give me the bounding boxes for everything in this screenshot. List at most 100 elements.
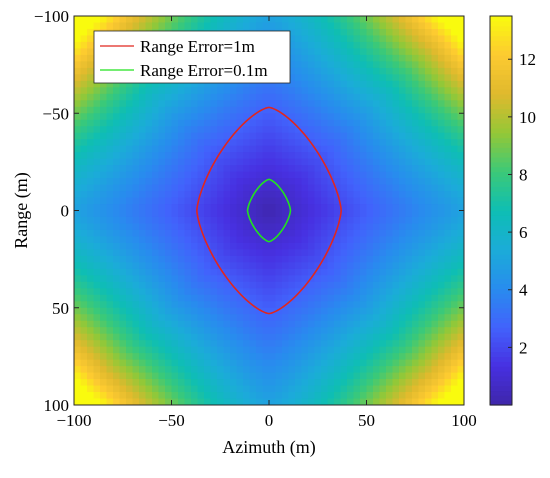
heatmap-cell — [119, 132, 127, 140]
heatmap-cell — [399, 262, 407, 270]
heatmap-cell — [418, 41, 426, 50]
heatmap-cell — [295, 268, 303, 276]
heatmap-cell — [184, 191, 192, 199]
heatmap-cell — [184, 106, 192, 114]
heatmap-cell — [204, 275, 212, 283]
heatmap-cell — [152, 113, 160, 121]
heatmap-cell — [269, 288, 277, 296]
heatmap-cell — [80, 16, 88, 24]
heatmap-cell — [418, 184, 426, 192]
heatmap-cell — [340, 132, 348, 140]
heatmap-cell — [373, 366, 381, 374]
heatmap-cell — [262, 197, 270, 205]
heatmap-cell — [405, 307, 413, 315]
heatmap-cell — [353, 392, 361, 400]
heatmap-cell — [145, 113, 153, 121]
heatmap-cell — [152, 346, 160, 354]
heatmap-cell — [295, 152, 303, 160]
heatmap-cell — [132, 184, 140, 192]
heatmap-cell — [379, 288, 387, 296]
heatmap-cell — [353, 74, 361, 82]
heatmap-cell — [405, 353, 413, 361]
y-tick-label: −50 — [42, 104, 69, 123]
heatmap-cell — [158, 307, 166, 315]
heatmap-cell — [457, 48, 464, 56]
heatmap-cell — [230, 366, 238, 374]
heatmap-cell — [132, 385, 140, 393]
heatmap-cell — [438, 255, 446, 263]
heatmap-cell — [438, 320, 446, 328]
heatmap-cell — [451, 353, 459, 361]
heatmap-cell — [373, 333, 381, 341]
heatmap-cell — [165, 93, 173, 101]
heatmap-cell — [353, 158, 361, 166]
heatmap-cell — [191, 139, 199, 147]
heatmap-cell — [347, 132, 355, 140]
heatmap-cell — [269, 327, 277, 335]
heatmap-cell — [113, 320, 121, 328]
heatmap-cell — [119, 184, 127, 192]
heatmap-cell — [275, 366, 283, 374]
heatmap-cell — [425, 191, 433, 199]
heatmap-cell — [210, 242, 218, 250]
heatmap-cell — [139, 333, 147, 341]
heatmap-cell — [425, 353, 433, 361]
heatmap-cell — [418, 275, 426, 283]
heatmap-cell — [373, 210, 381, 218]
colorbar-segment — [490, 74, 512, 80]
heatmap-cell — [145, 333, 153, 341]
heatmap-cell — [113, 236, 121, 244]
heatmap-cell — [152, 275, 160, 283]
heatmap-cell — [223, 301, 231, 309]
heatmap-cell — [301, 204, 309, 212]
heatmap-cell — [197, 100, 205, 108]
heatmap-cell — [152, 132, 160, 140]
heatmap-cell — [288, 223, 296, 231]
y-axis-label: Range (m) — [11, 172, 32, 248]
heatmap-cell — [444, 242, 452, 250]
heatmap-cell — [347, 268, 355, 276]
heatmap-cell — [262, 93, 270, 101]
heatmap-cell — [451, 216, 459, 225]
heatmap-cell — [256, 210, 264, 218]
heatmap-cell — [353, 113, 361, 121]
heatmap-cell — [145, 359, 153, 367]
heatmap-cell — [321, 359, 329, 367]
heatmap-cell — [295, 35, 303, 43]
legend: Range Error=1m Range Error=0.1m — [93, 30, 291, 84]
heatmap-cell — [282, 152, 290, 160]
heatmap-cell — [165, 307, 173, 315]
heatmap-cell — [106, 249, 114, 257]
heatmap-cell — [249, 346, 257, 354]
heatmap-cell — [366, 229, 374, 238]
heatmap-cell — [132, 106, 140, 114]
heatmap-cell — [295, 178, 303, 186]
heatmap-cell — [230, 346, 238, 354]
heatmap-cell — [295, 333, 303, 341]
heatmap-cell — [236, 100, 244, 108]
heatmap-cell — [74, 204, 82, 212]
heatmap-cell — [340, 61, 348, 69]
heatmap-cell — [438, 35, 446, 43]
heatmap-cell — [275, 353, 283, 361]
heatmap-cell — [366, 74, 374, 82]
heatmap-cell — [74, 340, 82, 348]
heatmap-cell — [457, 145, 464, 153]
heatmap-cell — [210, 320, 218, 328]
heatmap-cell — [327, 288, 335, 296]
heatmap-cell — [457, 22, 464, 30]
heatmap-cell — [301, 22, 309, 30]
heatmap-cell — [327, 100, 335, 108]
heatmap-cell — [87, 158, 95, 166]
heatmap-cell — [451, 359, 459, 367]
heatmap-cell — [451, 113, 459, 121]
heatmap-cell — [295, 262, 303, 270]
heatmap-cell — [418, 165, 426, 173]
heatmap-cell — [184, 398, 192, 405]
heatmap-cell — [386, 184, 394, 192]
heatmap-cell — [438, 126, 446, 134]
heatmap-cell — [93, 113, 101, 121]
heatmap-cell — [100, 340, 108, 348]
heatmap-cell — [210, 113, 218, 121]
heatmap-cell — [431, 87, 439, 95]
